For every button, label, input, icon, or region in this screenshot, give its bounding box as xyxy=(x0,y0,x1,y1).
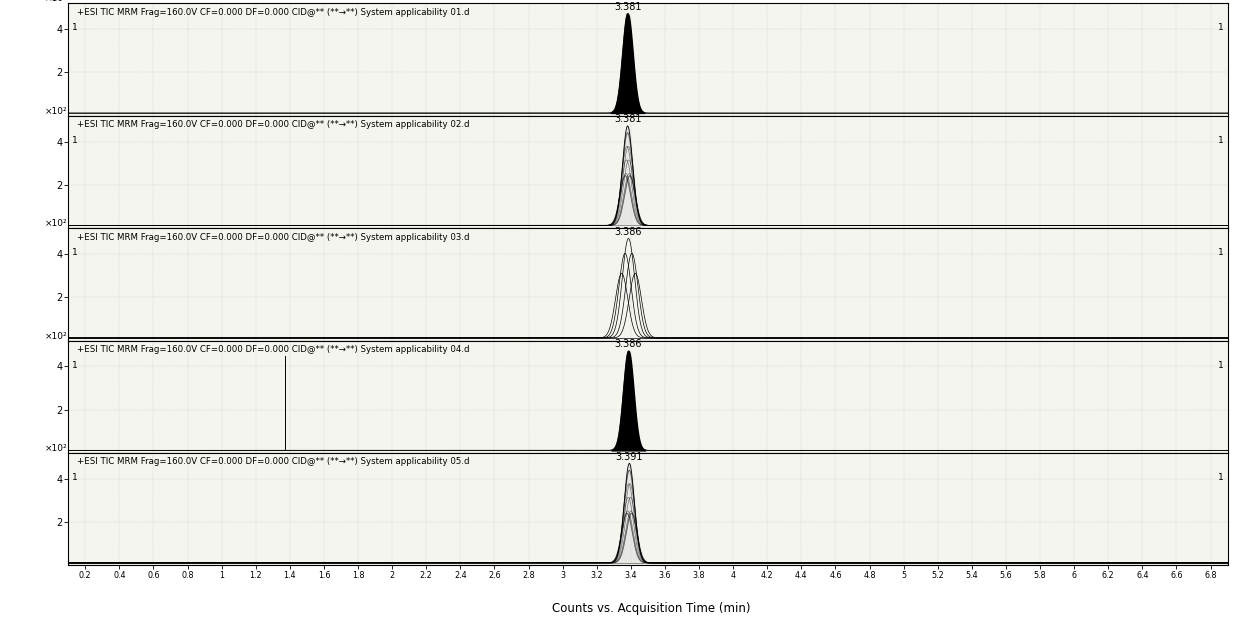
Text: 3.381: 3.381 xyxy=(614,2,641,12)
Text: ×10²: ×10² xyxy=(45,331,67,341)
Text: +ESI TIC MRM Frag=160.0V CF=0.000 DF=0.000 CID@** (**→**) System applicability 0: +ESI TIC MRM Frag=160.0V CF=0.000 DF=0.0… xyxy=(77,7,470,17)
Text: +ESI TIC MRM Frag=160.0V CF=0.000 DF=0.000 CID@** (**→**) System applicability 0: +ESI TIC MRM Frag=160.0V CF=0.000 DF=0.0… xyxy=(77,232,470,242)
Text: 1: 1 xyxy=(1219,23,1224,32)
Text: 3.391: 3.391 xyxy=(615,452,644,462)
Text: +ESI TIC MRM Frag=160.0V CF=0.000 DF=0.000 CID@** (**→**) System applicability 0: +ESI TIC MRM Frag=160.0V CF=0.000 DF=0.0… xyxy=(77,120,470,129)
Text: ×10²: ×10² xyxy=(45,444,67,453)
Text: 1: 1 xyxy=(72,248,77,257)
Text: 1: 1 xyxy=(72,473,77,482)
Text: 1: 1 xyxy=(1219,361,1224,370)
Text: 3.386: 3.386 xyxy=(615,339,642,349)
Text: ×10²: ×10² xyxy=(45,0,67,3)
Text: +ESI TIC MRM Frag=160.0V CF=0.000 DF=0.000 CID@** (**→**) System applicability 0: +ESI TIC MRM Frag=160.0V CF=0.000 DF=0.0… xyxy=(77,345,470,354)
Text: 1: 1 xyxy=(1219,136,1224,145)
Text: 1: 1 xyxy=(1219,248,1224,257)
Text: 1: 1 xyxy=(72,361,77,370)
Text: 1: 1 xyxy=(1219,473,1224,482)
Text: ×10²: ×10² xyxy=(45,219,67,228)
Text: Counts vs. Acquisition Time (min): Counts vs. Acquisition Time (min) xyxy=(552,602,750,615)
Text: +ESI TIC MRM Frag=160.0V CF=0.000 DF=0.000 CID@** (**→**) System applicability 0: +ESI TIC MRM Frag=160.0V CF=0.000 DF=0.0… xyxy=(77,457,470,467)
Text: 1: 1 xyxy=(72,136,77,145)
Text: ×10²: ×10² xyxy=(45,106,67,116)
Text: 3.381: 3.381 xyxy=(614,114,641,124)
Text: 1: 1 xyxy=(72,23,77,32)
Text: 3.386: 3.386 xyxy=(615,227,642,237)
